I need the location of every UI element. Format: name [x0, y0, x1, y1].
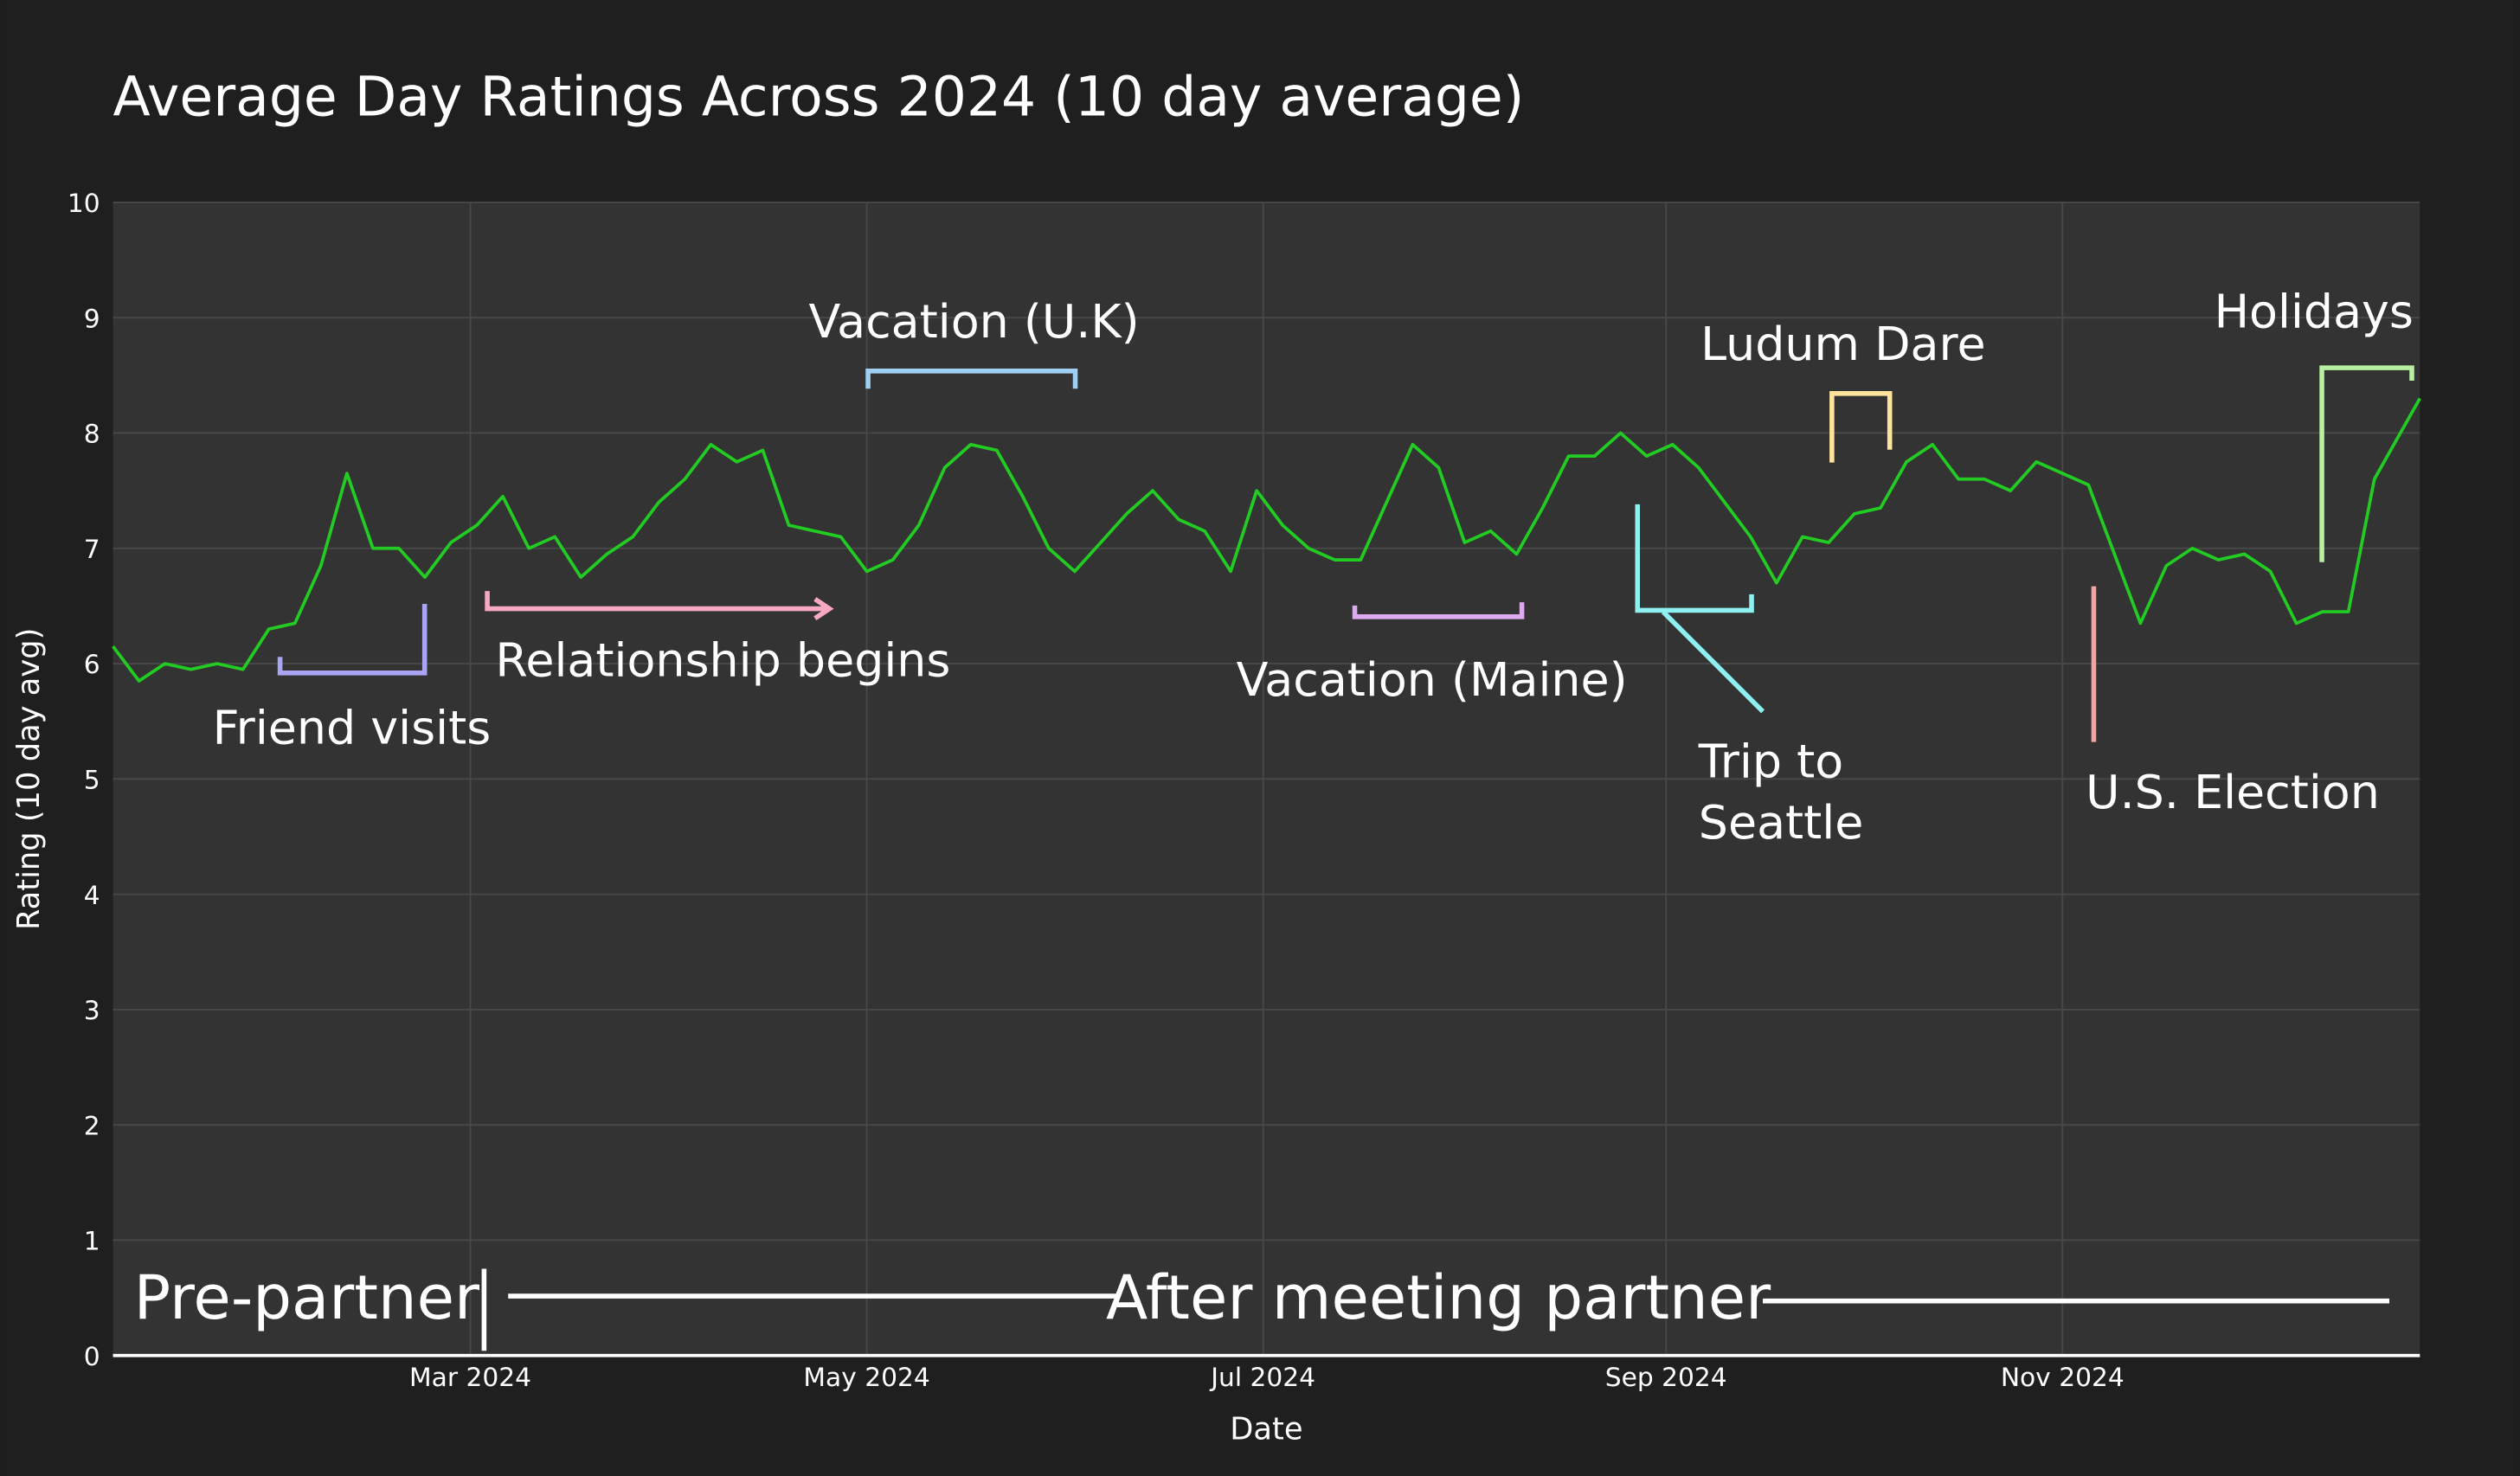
grid — [112, 201, 2420, 1357]
bracket — [1829, 391, 1893, 463]
bracket — [865, 369, 1078, 389]
annotation: Vacation (Maine) — [1237, 652, 1628, 707]
y-tick-label: 2 — [84, 1111, 100, 1141]
y-tick-label: 9 — [84, 304, 100, 334]
data-line — [112, 397, 2421, 683]
bracket — [2319, 365, 2414, 562]
y-tick-label: 4 — [84, 881, 100, 911]
bracket — [277, 603, 428, 676]
chart-title: Average Day Ratings Across 2024 (10 day … — [113, 65, 1525, 129]
annotation: Vacation (U.K) — [808, 294, 1139, 349]
y-tick-label: 8 — [84, 420, 100, 450]
annotation: U.S. Election — [2086, 765, 2380, 819]
bracket — [1352, 602, 1525, 619]
annotation: Relationship begins — [495, 633, 950, 688]
x-axis-title: Date — [1230, 1411, 1302, 1447]
y-tick-label: 0 — [84, 1342, 100, 1372]
annotation: Friend visits — [213, 700, 492, 754]
marks — [112, 397, 2421, 683]
x-tick-label: May 2024 — [803, 1363, 929, 1393]
y-tick-label: 3 — [84, 996, 100, 1026]
bracket — [485, 591, 834, 621]
y-tick-label: 6 — [84, 650, 100, 680]
y-axis-title: Rating (10 day avg) — [11, 628, 47, 930]
annotation: Holidays — [2215, 285, 2414, 339]
annotation: Ludum Dare — [1700, 317, 1985, 371]
annotations: Friend visits Relationship begins Vacati… — [134, 285, 2414, 1351]
y-tick-label: 10 — [68, 189, 100, 219]
annotation: Seattle — [1699, 795, 1864, 850]
annotation: Pre-partner — [134, 1262, 479, 1333]
annotation: Trip to — [1698, 734, 1843, 788]
bracket — [1635, 504, 1765, 714]
x-tick-label: Sep 2024 — [1605, 1363, 1727, 1393]
y-tick-label: 7 — [84, 535, 100, 565]
span-line — [508, 1293, 2390, 1304]
x-tick-label: Mar 2024 — [409, 1363, 531, 1393]
annotation: After meeting partner — [1106, 1262, 1771, 1333]
x-tick-label: Nov 2024 — [2001, 1363, 2125, 1393]
x-tick-label: Jul 2024 — [1209, 1363, 1315, 1393]
y-tick-label: 5 — [84, 765, 100, 795]
y-tick-label: 1 — [84, 1227, 100, 1257]
